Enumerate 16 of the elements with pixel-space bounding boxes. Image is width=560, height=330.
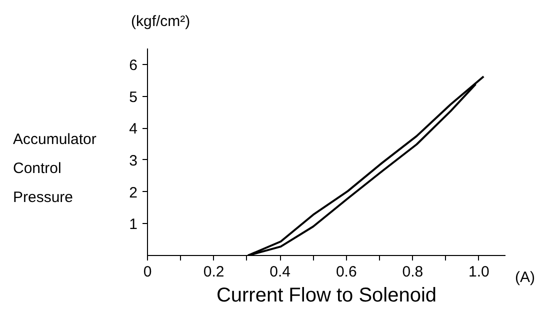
x-tick-label: 0.4	[270, 264, 291, 280]
x-tick-label: 0	[143, 264, 152, 280]
x-tick-label: 0.8	[402, 264, 424, 280]
y-tick-label: 4	[129, 120, 138, 138]
y-tick-label: 5	[129, 88, 138, 106]
x-tick-label: 0.6	[336, 264, 357, 280]
y-tick-label: 3	[129, 152, 138, 170]
y-axis-title: Accumulator Control Pressure	[13, 130, 96, 208]
x-tick-label: 0.2	[203, 264, 224, 280]
x-axis-title: Current Flow to Solenoid	[216, 284, 437, 306]
y-tick-label: 1	[129, 216, 138, 234]
y-tick-label: 2	[129, 184, 138, 202]
text: (kgf/cm²)	[131, 12, 190, 32]
y-tick-label: 6	[129, 56, 138, 74]
x-tick-label: 1.0	[468, 264, 490, 280]
text: (A)	[515, 268, 535, 288]
